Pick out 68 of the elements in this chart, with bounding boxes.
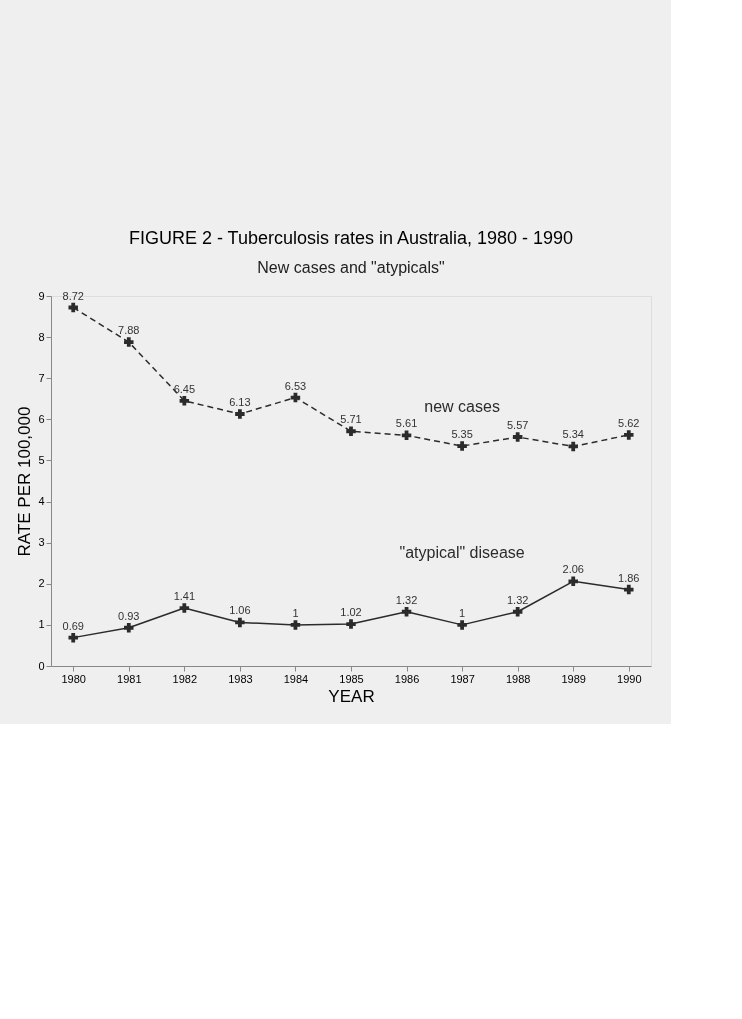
- y-tick-label: 9: [38, 289, 45, 302]
- chart-subtitle: New cases and "atypicals": [257, 259, 445, 276]
- data-label: 1: [459, 606, 466, 619]
- data-label: 1.02: [340, 606, 362, 619]
- point: [290, 620, 301, 630]
- point: [624, 430, 634, 440]
- point: [346, 619, 356, 629]
- data-label: 1: [292, 606, 299, 619]
- x-tick-label: 1989: [561, 672, 586, 685]
- point: [457, 441, 467, 451]
- point: [512, 606, 523, 617]
- point: [235, 617, 245, 628]
- data-label: 6.45: [173, 382, 196, 395]
- x-tick-label: 1988: [505, 672, 531, 685]
- x-tick-label: 1986: [394, 672, 420, 685]
- data-label: 8.72: [62, 289, 84, 302]
- point: [124, 337, 134, 347]
- point: [568, 576, 578, 587]
- point: [68, 302, 78, 313]
- point: [346, 426, 356, 436]
- chart-title: FIGURE 2 - Tuberculosis rates in Australia, 1980 - 1990: [128, 228, 574, 248]
- x-tick-label: 1984: [283, 672, 309, 685]
- y-tick-label: 7: [38, 371, 45, 384]
- x-axis-title: YEAR: [328, 686, 375, 706]
- data-label: 5.71: [340, 413, 362, 426]
- data-label: 6.13: [229, 395, 251, 408]
- data-label: 1.86: [618, 571, 640, 584]
- data-label: 0.69: [62, 619, 84, 632]
- data-label: 6.53: [284, 379, 307, 392]
- point: [235, 409, 245, 419]
- point: [624, 584, 634, 595]
- data-label: 5.62: [618, 416, 640, 429]
- y-tick-label: 0: [38, 659, 45, 672]
- point: [124, 623, 134, 633]
- y-axis-title: RATE PER 100,000: [15, 406, 35, 557]
- point: [179, 603, 190, 613]
- x-tick-label: 1990: [617, 672, 642, 685]
- x-tick-label: 1981: [117, 672, 142, 685]
- y-tick-label: 5: [38, 453, 45, 466]
- y-tick-label: 8: [38, 330, 45, 343]
- data-label: 1.41: [173, 590, 196, 603]
- y-tick-label: 4: [38, 495, 45, 508]
- point: [512, 432, 523, 442]
- x-tick-label: 1980: [61, 672, 86, 685]
- data-label: 1.32: [395, 593, 418, 606]
- data-label: 7.88: [118, 324, 140, 337]
- data-label: 1.32: [506, 593, 529, 606]
- x-tick-label: 1983: [228, 672, 253, 685]
- data-label: 5.34: [562, 428, 584, 441]
- data-label: 5.61: [395, 417, 418, 430]
- data-label: 2.06: [562, 563, 584, 576]
- y-tick-label: 2: [38, 577, 45, 590]
- data-label: 5.35: [451, 428, 473, 441]
- text: "atypical" disease: [399, 544, 525, 562]
- x-tick-label: 1982: [172, 672, 198, 685]
- y-tick-label: 3: [38, 536, 45, 549]
- point: [179, 396, 190, 406]
- data-label: 1.06: [229, 604, 251, 617]
- x-tick-label: 1985: [339, 672, 364, 685]
- point: [568, 441, 578, 452]
- series-label: new cases: [424, 397, 500, 415]
- point: [457, 620, 467, 630]
- x-tick-label: 1987: [450, 672, 475, 685]
- point: [68, 632, 78, 643]
- data-label: 0.93: [118, 609, 140, 622]
- data-label: 5.57: [506, 419, 529, 432]
- y-tick-label: 6: [38, 412, 45, 425]
- y-tick-label: 1: [38, 618, 45, 631]
